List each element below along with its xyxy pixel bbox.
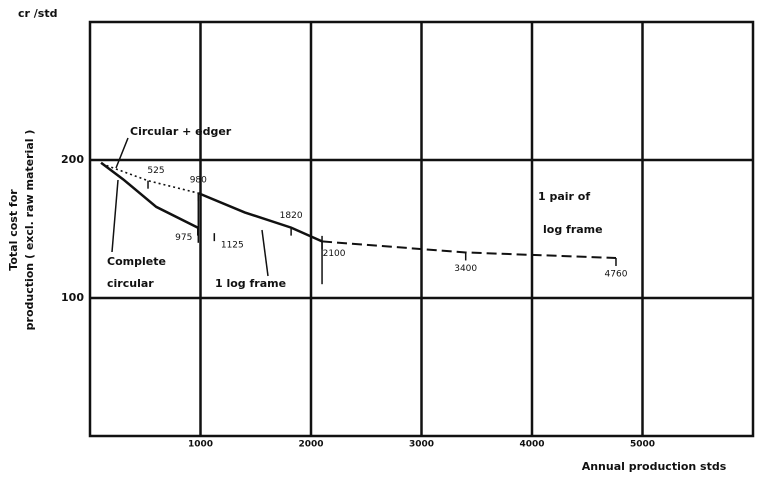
y-axis-label: production ( excl. raw material ) (23, 130, 36, 331)
breakpoint-label: 525 (147, 166, 164, 176)
x-tick-label: 5000 (630, 440, 655, 450)
x-tick-label: 3000 (409, 440, 434, 450)
breakpoint-label: 1820 (280, 211, 303, 221)
y-axis-label: Total cost for (7, 189, 20, 271)
breakpoint-label: 975 (175, 233, 192, 243)
annotation: 1 pair of (538, 190, 590, 203)
x-tick-label: 4000 (519, 440, 544, 450)
pointer (115, 137, 129, 169)
annotation: Circular + edger (130, 125, 232, 138)
pointer (261, 229, 269, 277)
x-axis-label: Annual production stds (582, 460, 727, 473)
breakpoint-label: 980 (190, 176, 207, 186)
breakpoint-label: 2100 (323, 249, 346, 259)
pointer (111, 179, 119, 253)
series-line (100, 161, 199, 229)
series-line (197, 191, 323, 243)
breakpoint-label: 3400 (454, 264, 477, 274)
x-tick-label: 2000 (298, 440, 323, 450)
annotation: log frame (543, 223, 603, 236)
annotation: circular (107, 277, 154, 290)
annotation: 1 log frame (215, 277, 286, 290)
annotation: Complete (107, 255, 166, 268)
series-line (321, 240, 617, 259)
y-tick-label: 200 (61, 153, 84, 166)
breakpoint-label: 1125 (221, 241, 244, 251)
unit-label: cr /std (18, 7, 57, 20)
y-tick-label: 100 (61, 291, 84, 304)
breakpoint-label: 4760 (605, 269, 628, 279)
x-tick-label: 1000 (188, 440, 213, 450)
